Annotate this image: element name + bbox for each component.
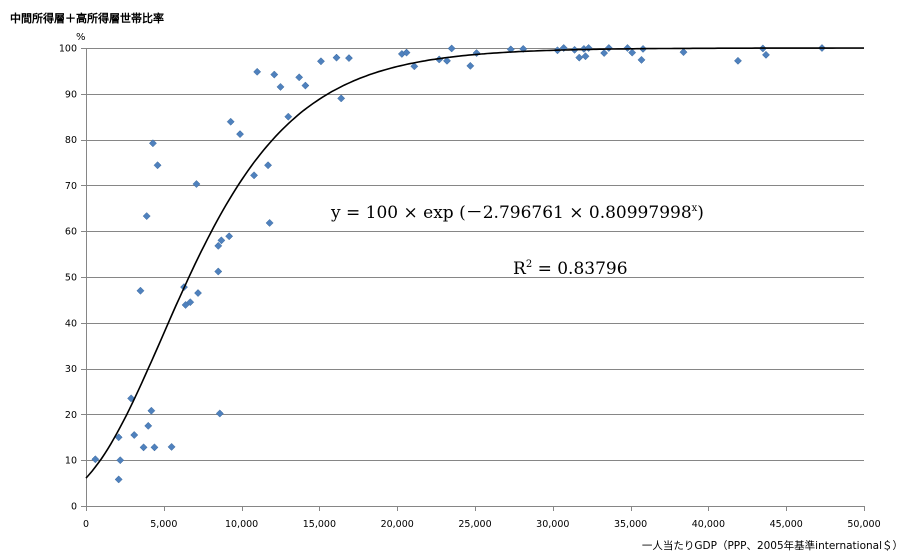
y-tick-label: 50 — [65, 273, 77, 284]
data-point — [236, 130, 244, 139]
data-point — [443, 56, 451, 65]
trendline-curve — [85, 47, 864, 479]
data-point — [337, 94, 346, 103]
data-point — [144, 421, 153, 430]
data-point — [116, 456, 125, 465]
data-point — [410, 62, 419, 71]
data-point — [466, 61, 475, 70]
data-point — [226, 117, 235, 126]
y-tick-label: 100 — [59, 44, 77, 55]
x-tick-label: 50,000 — [847, 519, 880, 530]
r-squared: R2 = 0.83796 — [513, 259, 628, 279]
data-point — [265, 219, 274, 227]
data-point — [402, 48, 411, 57]
trendline-equation: y = 100 × exp (－2.796761 × 0.80997998x) — [330, 203, 704, 223]
data-point — [472, 49, 481, 57]
y-tick-label: 30 — [65, 364, 77, 375]
x-tick-label: 0 — [83, 519, 89, 530]
y-tick-label: 40 — [65, 318, 77, 329]
data-point — [142, 212, 151, 221]
x-axis-label: 一人当たりGDP（PPP、2005年基準international＄） — [642, 539, 903, 552]
data-point — [147, 406, 156, 415]
x-tick-label: 25,000 — [458, 519, 491, 530]
data-point — [284, 112, 293, 121]
data-point — [600, 49, 609, 57]
data-point — [345, 54, 353, 63]
data-point — [217, 236, 226, 245]
data-point — [276, 82, 285, 91]
x-tick-label: 5,000 — [150, 519, 177, 530]
data-point — [295, 73, 304, 82]
data-point — [270, 70, 279, 79]
y-tick-labels: 0 10 20 30 40 50 60 70 80 90 100 — [59, 44, 77, 513]
r-squared-symbol: R — [513, 259, 527, 279]
x-tick-label: 35,000 — [614, 519, 647, 530]
data-point — [139, 443, 148, 452]
data-point — [114, 475, 123, 484]
data-point — [253, 67, 262, 76]
y-axis-unit: % — [76, 32, 86, 43]
data-point — [679, 48, 688, 57]
x-tick-labels: 0 5,000 10,000 15,000 20,000 25,000 30,000 35,0… — [83, 519, 881, 530]
data-point — [447, 44, 456, 53]
data-point — [91, 455, 100, 464]
data-point — [250, 171, 259, 180]
data-point — [114, 433, 123, 442]
data-point — [214, 241, 223, 250]
data-point — [762, 50, 770, 59]
chart-title: 中間所得層＋高所得層世帯比率 — [10, 11, 164, 25]
data-point — [167, 442, 176, 451]
data-point — [317, 57, 325, 66]
data-point — [604, 44, 613, 52]
data-point — [581, 52, 590, 61]
data-point — [153, 161, 162, 170]
x-tick-label: 45,000 — [770, 519, 803, 530]
data-point — [264, 161, 273, 170]
data-point — [130, 431, 139, 439]
r-squared-value: = 0.83796 — [532, 259, 627, 279]
data-point — [192, 180, 201, 188]
data-point — [332, 53, 341, 62]
x-tick-label: 10,000 — [225, 519, 258, 530]
data-point — [136, 286, 145, 295]
data-point — [215, 409, 224, 418]
data-point — [194, 289, 202, 297]
y-tick-label: 90 — [65, 89, 77, 100]
y-tick-label: 80 — [65, 135, 77, 146]
data-points — [91, 44, 826, 484]
y-tick-label: 10 — [65, 456, 77, 467]
data-point — [575, 53, 584, 62]
r-squared-exponent: 2 — [526, 259, 532, 270]
data-point — [637, 55, 646, 64]
equation-main: y = 100 × exp (－2.796761 × 0.80997998 — [330, 203, 692, 223]
data-point — [301, 81, 310, 90]
y-tick-label: 20 — [65, 410, 77, 421]
equation-exponent: x — [692, 203, 698, 214]
data-point — [506, 45, 515, 54]
data-point — [628, 48, 637, 57]
x-tick-label: 20,000 — [381, 519, 414, 530]
x-tick-label: 30,000 — [536, 519, 569, 530]
data-point — [214, 267, 223, 276]
gridlines — [81, 48, 865, 511]
y-tick-label: 60 — [65, 227, 77, 238]
y-tick-label: 70 — [65, 181, 77, 192]
equation-close: ) — [697, 203, 704, 223]
y-tick-label: 0 — [71, 502, 77, 513]
x-tick-label: 40,000 — [692, 519, 725, 530]
data-point — [148, 139, 157, 148]
data-point — [150, 443, 159, 452]
data-point — [186, 298, 195, 307]
data-point — [225, 232, 234, 241]
data-point — [734, 56, 742, 65]
x-tick-label: 15,000 — [303, 519, 336, 530]
